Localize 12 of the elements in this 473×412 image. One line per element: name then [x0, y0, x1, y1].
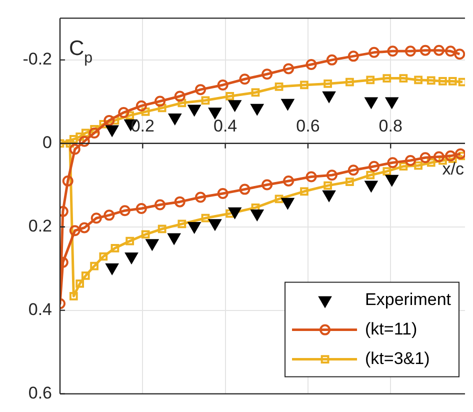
y-tick-label: 0.6: [28, 383, 52, 402]
legend-label: (kt=3&1): [365, 348, 430, 368]
x-tick-label: 0.6: [296, 116, 320, 136]
legend-label: Experiment: [365, 290, 452, 309]
legend-label: (kt=11): [365, 319, 418, 338]
x-axis-title: x/c: [442, 160, 464, 179]
y-tick-label: 0.4: [28, 300, 52, 320]
y-tick-label: 0.2: [28, 216, 52, 236]
x-tick-label: 0.4: [213, 116, 238, 136]
x-tick-label: 0.8: [378, 116, 402, 136]
y-tick-label: -0.2: [22, 50, 52, 69]
y-tick-label: 0: [42, 133, 52, 152]
